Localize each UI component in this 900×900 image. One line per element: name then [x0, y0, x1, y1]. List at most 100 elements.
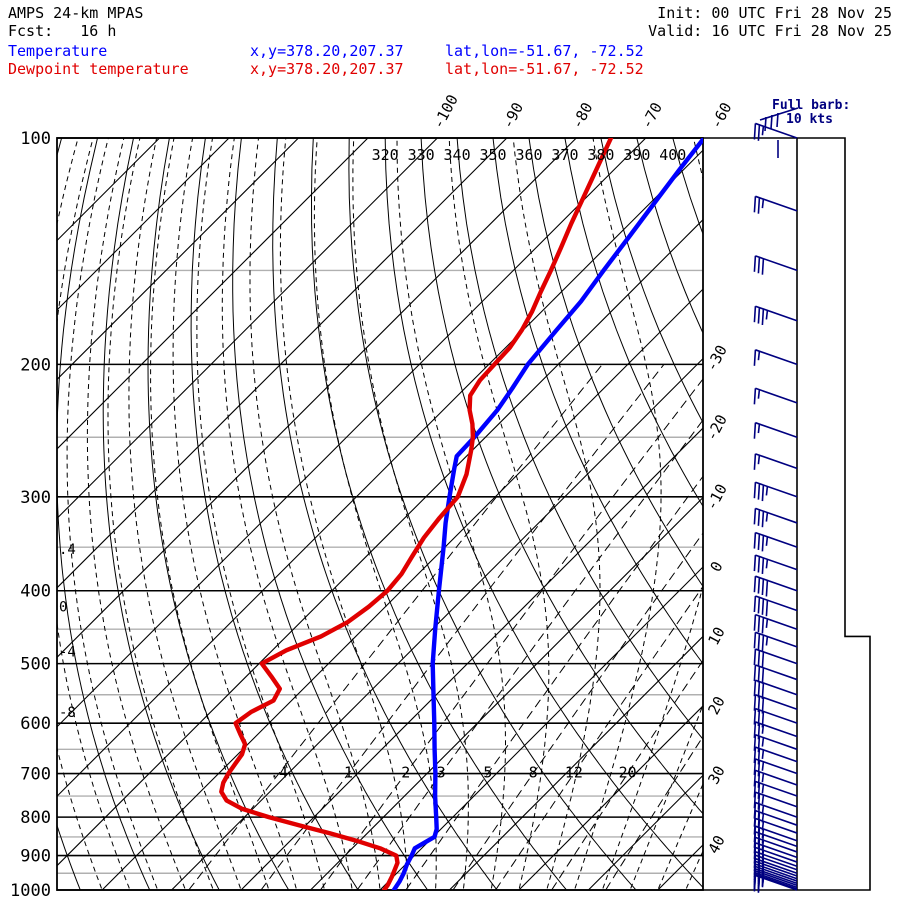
isotherm-right-label: 20: [704, 693, 728, 717]
dry-adiabat-line: [781, 138, 900, 607]
isotherm-top-label: -90: [498, 100, 527, 132]
dewpoint-xy: x,y=378.20,207.37: [250, 60, 404, 78]
isotherm-right-label: -20: [702, 412, 731, 444]
moist-adiabat-line: [86, 138, 186, 889]
dry-adiabat-line: [190, 138, 359, 890]
dry-adiabat-line: [853, 138, 900, 508]
isotherm-line: [57, 138, 230, 311]
mixing-ratio-line: [551, 659, 703, 890]
dry-adiabat-line: [57, 138, 151, 890]
sounding-layer: [219, 138, 703, 890]
wind-barb: [753, 453, 798, 470]
theta-top-label: 400: [659, 146, 686, 164]
wind-barb: [753, 195, 798, 214]
pressure-axis-label: 800: [20, 808, 51, 828]
wind-barb: [753, 746, 798, 765]
moist-adiabat-line: [352, 138, 469, 889]
wind-barb-layer: [753, 122, 798, 893]
theta-top-label: 320: [372, 146, 399, 164]
theta-top-label: 340: [444, 146, 471, 164]
wind-barb: [753, 631, 798, 652]
mixing-ratio-label: 5: [483, 764, 492, 782]
mixing-ratio-label: 1: [344, 764, 353, 782]
pressure-axis-label: 700: [20, 765, 51, 785]
svg-text:20: 20: [704, 693, 728, 717]
mixing-ratio-line: [319, 378, 703, 890]
svg-text:-70: -70: [637, 100, 666, 132]
svg-text:-10: -10: [702, 481, 731, 513]
isotherm-top-label: -100: [429, 92, 462, 132]
svg-text:30: 30: [704, 763, 728, 787]
dewpoint-trace: [219, 138, 614, 890]
dry-adiabat-line: [745, 138, 900, 664]
pressure-axis-label: 900: [20, 847, 51, 867]
moist-adiabat-line: [57, 138, 102, 889]
theta-top-label: 370: [551, 146, 578, 164]
svg-text:-90: -90: [498, 100, 527, 132]
wind-barb: [753, 387, 798, 405]
moist-adiabat-line: [150, 138, 269, 889]
svg-text:-80: -80: [568, 100, 597, 132]
isotherm-line: [310, 496, 703, 890]
wind-barb: [753, 825, 798, 844]
isotherm-line: [57, 138, 577, 659]
wind-legend-line2: 10 kts: [786, 112, 833, 127]
isotherm-line: [57, 138, 369, 450]
moist-adiabat-label: -4: [59, 645, 76, 661]
valid-time: Valid: 16 UTC Fri 28 Nov 25: [648, 22, 892, 40]
svg-text:-30: -30: [702, 342, 731, 374]
isotherm-line: [727, 138, 900, 890]
theta-top-label: 330: [408, 146, 435, 164]
isotherm-line: [57, 218, 703, 867]
isotherm-line: [101, 288, 703, 890]
temperature-latlon: lat,lon=-51.67, -72.52: [445, 42, 644, 60]
moist-adiabat-line: [279, 138, 409, 889]
mixing-ratio-line: [356, 419, 703, 890]
isotherm-line: [518, 705, 703, 890]
wind-barb: [753, 613, 798, 634]
mixing-ratio-line: [495, 585, 703, 890]
moist-adiabat-line: [128, 138, 241, 889]
wind-barb: [753, 679, 798, 700]
wind-barb: [753, 421, 798, 439]
isotherm-line: [657, 844, 703, 890]
wind-barb: [753, 554, 798, 574]
dry-adiabat-line: [528, 138, 703, 588]
dry-adiabat-line: [57, 138, 81, 890]
wind-barb: [753, 831, 798, 850]
moist-adiabat-layer: [57, 138, 703, 889]
svg-text:10: 10: [704, 624, 728, 648]
isotherm-line: [57, 138, 508, 589]
dry-adiabat-line: [102, 138, 220, 890]
pressure-axis-label: 500: [20, 655, 51, 675]
isotherm-line: [797, 138, 900, 890]
wind-barb: [753, 791, 798, 810]
mixing-ratio-label: 3: [437, 764, 446, 782]
isotherm-line: [57, 138, 438, 520]
moist-adiabat-line: [313, 138, 437, 889]
svg-text:40: 40: [704, 832, 728, 856]
isotherm-line: [57, 138, 299, 381]
wind-barb: [753, 122, 798, 141]
init-time: Init: 00 UTC Fri 28 Nov 25: [657, 4, 892, 22]
pressure-axis-label: 100: [20, 129, 51, 149]
model-title: AMPS 24-km MPAS: [8, 4, 144, 22]
moist-adiabat-line: [196, 138, 325, 889]
wind-barb: [753, 531, 798, 552]
wind-barb: [753, 648, 798, 668]
moist-adiabat-line: [172, 138, 297, 889]
temperature-trace: [391, 138, 703, 890]
wind-barb: [753, 707, 798, 728]
moist-adiabat-line: [249, 138, 381, 889]
svg-text:-60: -60: [707, 100, 736, 132]
isotherm-line: [379, 566, 703, 890]
dry-adiabat-line: [272, 138, 498, 890]
moist-adiabat-line: [107, 138, 214, 889]
theta-top-label: 380: [587, 146, 614, 164]
wind-barb: [753, 769, 798, 788]
moist-adiabat-line: [630, 703, 703, 889]
moist-adiabat-line: [57, 138, 130, 889]
mixing-ratio-line: [405, 475, 703, 890]
